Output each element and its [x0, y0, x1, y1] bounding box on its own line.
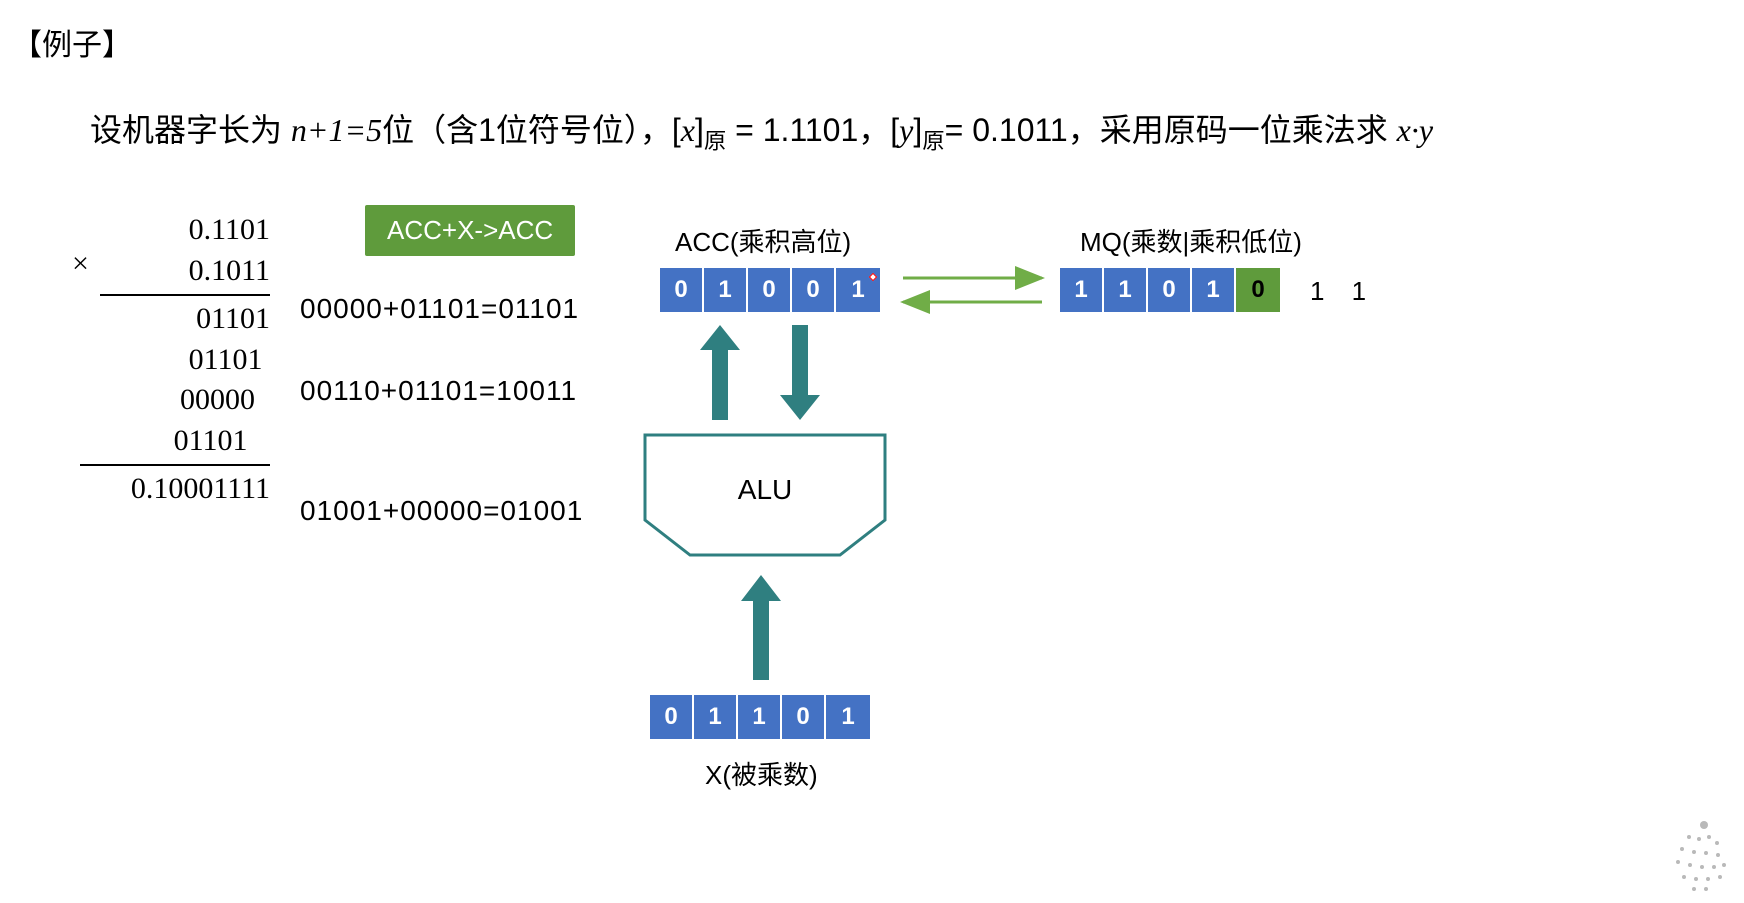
mq-label: MQ(乘数|乘积低位)	[1080, 222, 1302, 259]
acc-bit-1: 1	[704, 268, 748, 312]
arrow-acc-up	[695, 325, 745, 420]
mq-bit-3: 1	[1192, 268, 1236, 312]
watermark-icon	[1644, 807, 1734, 897]
equation-2: 00110+01101=10011	[300, 375, 577, 407]
calc-p4: 01101	[70, 421, 270, 462]
calc-divider-1	[100, 294, 270, 296]
x-bit-1: 1	[694, 695, 738, 739]
calc-b: 0.1011	[70, 251, 270, 292]
x-bit-2: 1	[738, 695, 782, 739]
alu-label: ALU	[640, 430, 890, 550]
problem-pre: 设机器字长为	[90, 112, 291, 148]
calc-column: 0.1101 0.1011 01101 01101 00000 01101 0.…	[70, 210, 270, 510]
problem-bracket: ]	[695, 112, 704, 148]
acc-mq-arrows	[895, 260, 1050, 320]
acc-bit-0: 0	[660, 268, 704, 312]
calc-p2: 01101	[70, 340, 270, 381]
problem-mid1: 位（含1位符号位），[	[382, 112, 681, 148]
mq-overflow: 1 1	[1310, 276, 1376, 307]
problem-sub1: 原	[704, 128, 726, 153]
x-register: 0 1 1 0 1	[650, 695, 870, 739]
mq-bit-0: 1	[1060, 268, 1104, 312]
arrow-acc-down	[775, 325, 825, 420]
problem-xy: x·y	[1397, 112, 1433, 148]
acc-bit-2: 0	[748, 268, 792, 312]
x-bit-3: 0	[782, 695, 826, 739]
calc-result: 0.10001111	[70, 469, 270, 510]
mq-bit-1: 1	[1104, 268, 1148, 312]
acc-bit-3: 0	[792, 268, 836, 312]
mq-register: 1 1 0 1 0	[1060, 268, 1280, 312]
x-bit-0: 0	[650, 695, 694, 739]
problem-x: x	[681, 112, 695, 148]
equation-1: 00000+01101=01101	[300, 293, 579, 325]
problem-sub2: 原	[922, 128, 944, 153]
acc-label: ACC(乘积高位)	[675, 222, 851, 259]
problem-wl: n+1=5	[291, 112, 382, 148]
equation-3: 01001+00000=01001	[300, 495, 583, 527]
problem-statement: 设机器字长为 n+1=5位（含1位符号位），[x]原 = 1.1101，[y]原…	[90, 105, 1433, 155]
calc-divider-2	[80, 464, 270, 466]
acc-op-pill: ACC+X->ACC	[365, 205, 575, 256]
calc-a: 0.1101	[70, 210, 270, 251]
mq-bit-2: 0	[1148, 268, 1192, 312]
problem-bracket2: ]	[913, 112, 922, 148]
calc-p1: 01101	[70, 299, 270, 340]
arrow-x-up	[736, 575, 786, 680]
mq-bit-4: 0	[1236, 268, 1280, 312]
problem-eq: = 1.1101，[	[726, 112, 899, 148]
page-title: 【例子】	[12, 20, 132, 64]
x-label: X(被乘数)	[705, 755, 818, 792]
problem-eq2: = 0.1011，采用原码一位乘法求	[945, 112, 1397, 148]
problem-y: y	[899, 112, 913, 148]
acc-register: 0 1 0 0 1	[660, 268, 880, 312]
calc-p3: 00000	[70, 380, 270, 421]
x-bit-4: 1	[826, 695, 870, 739]
